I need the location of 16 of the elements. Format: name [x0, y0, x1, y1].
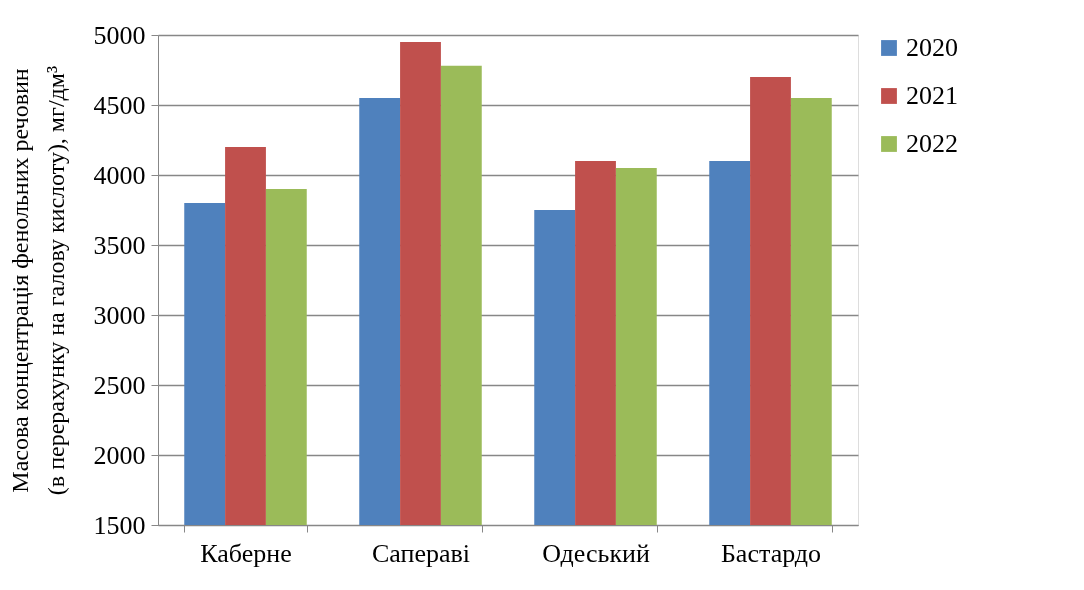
y-axis-title: Масова концентрація фенольних речовин (в перерахунку на галову кислоту), мг/дм³ [6, 65, 69, 496]
y-tick-label: 3000 [93, 300, 146, 330]
y-tick-label: 4500 [93, 90, 146, 120]
y-tick-label: 2500 [93, 370, 146, 400]
y-tick-label: 3500 [93, 230, 146, 260]
x-tick-label: Сапераві [371, 538, 471, 568]
y-tick-label: 1500 [93, 510, 146, 540]
legend-label: 2021 [906, 81, 958, 110]
x-tick-label: Одеський [542, 538, 650, 568]
legend-label: 2020 [906, 33, 958, 62]
y-tick-label: 5000 [93, 20, 146, 50]
legend-label: 2022 [906, 129, 958, 158]
x-tick-label: Каберне [200, 538, 292, 568]
y-tick-label: 4000 [93, 160, 146, 190]
y-tick-label: 2000 [93, 440, 146, 470]
x-tick-label: Бастардо [720, 538, 822, 568]
